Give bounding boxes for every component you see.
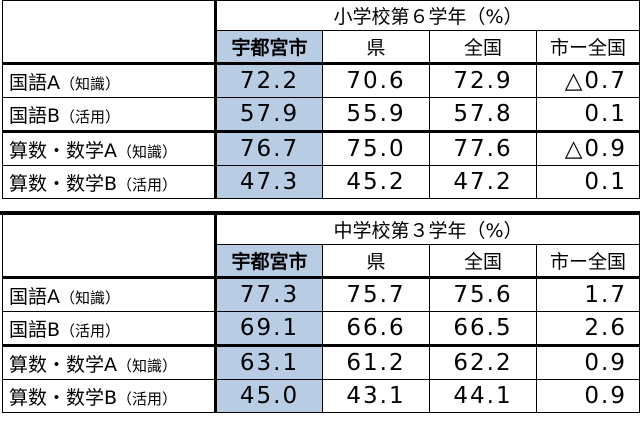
header-row: 宇都宮市県全国 市ー全国 xyxy=(3,244,640,279)
subject-type-note: （活用） xyxy=(60,107,121,126)
national-value-cell: 47.2 xyxy=(429,165,537,199)
table-row: 国語B（活用） 57.9 55.9 57.8 0.1 xyxy=(2,97,640,132)
prefecture-value-cell: 75.0 xyxy=(322,130,430,166)
column-header: 全国 xyxy=(429,244,537,279)
table-row: 国語A（知識） 77.3 75.7 75.6 1.7 xyxy=(2,277,640,312)
subject-label: 国語B xyxy=(9,104,61,127)
row-label: 算数・数学A（知識） xyxy=(2,344,217,380)
subject-label: 算数・数学A xyxy=(9,139,117,162)
section-divider xyxy=(0,211,640,215)
subject-label: 算数・数学A xyxy=(9,353,117,376)
difference-value-cell: △0.7 xyxy=(536,63,640,98)
national-value-cell: 72.9 xyxy=(429,63,537,98)
column-header: 県 xyxy=(322,30,430,65)
difference-value-cell: 0.9 xyxy=(536,344,640,380)
subject-label: 国語B xyxy=(9,318,61,341)
difference-value-cell: 0.1 xyxy=(536,97,640,132)
table-row: 算数・数学A（知識） 63.1 61.2 62.2 0.9 xyxy=(2,344,640,380)
city-value-cell: 45.0 xyxy=(215,379,323,413)
prefecture-value-cell: 70.6 xyxy=(322,63,430,98)
row-label: 国語B（活用） xyxy=(2,97,217,132)
table-title: 中学校第３学年（%） xyxy=(215,214,640,245)
city-value-cell: 63.1 xyxy=(215,344,323,380)
national-value-cell: 57.8 xyxy=(429,97,537,132)
national-value-cell: 66.5 xyxy=(429,311,537,346)
difference-value-cell: 1.7 xyxy=(536,277,640,312)
subject-type-note: （知識） xyxy=(117,142,178,161)
header-row: 宇都宮市県全国 市ー全国 xyxy=(3,30,640,65)
difference-value-cell: △0.9 xyxy=(536,130,640,166)
difference-value-cell: 0.9 xyxy=(536,379,640,413)
corner-cell xyxy=(2,214,217,279)
prefecture-value-cell: 43.1 xyxy=(322,379,430,413)
column-header: 宇都宮市 xyxy=(215,244,323,279)
column-header: 宇都宮市 xyxy=(215,30,323,65)
row-label: 算数・数学B（活用） xyxy=(2,165,217,199)
subject-type-note: （活用） xyxy=(117,175,178,194)
row-label: 算数・数学B（活用） xyxy=(2,379,217,413)
subject-label: 算数・数学B xyxy=(9,172,118,195)
corner-cell xyxy=(2,0,217,65)
prefecture-value-cell: 75.7 xyxy=(322,277,430,312)
national-value-cell: 75.6 xyxy=(429,277,537,312)
row-label: 算数・数学A（知識） xyxy=(2,130,217,166)
column-header: 県 xyxy=(322,244,430,279)
column-header: 全国 xyxy=(429,30,537,65)
prefecture-value-cell: 66.6 xyxy=(322,311,430,346)
city-value-cell: 76.7 xyxy=(215,130,323,166)
subject-label: 国語A xyxy=(9,71,60,94)
city-value-cell: 47.3 xyxy=(215,165,323,199)
table-row: 算数・数学B（活用） 47.3 45.2 47.2 0.1 xyxy=(2,165,640,199)
prefecture-value-cell: 61.2 xyxy=(322,344,430,380)
city-value-cell: 72.2 xyxy=(215,63,323,98)
table-row: 国語B（活用） 69.1 66.6 66.5 2.6 xyxy=(2,311,640,346)
subject-type-note: （知識） xyxy=(117,356,178,375)
row-label: 国語A（知識） xyxy=(2,63,217,98)
national-value-cell: 77.6 xyxy=(429,130,537,166)
prefecture-value-cell: 45.2 xyxy=(322,165,430,199)
city-value-cell: 69.1 xyxy=(215,311,323,346)
table-title: 小学校第６学年（%） xyxy=(215,0,640,31)
column-header: 市ー全国 xyxy=(536,244,640,279)
subject-label: 算数・数学B xyxy=(9,386,118,409)
subject-type-note: （活用） xyxy=(60,321,121,340)
table-row: 国語A（知識） 72.2 70.6 72.9 △0.7 xyxy=(2,63,640,98)
table-row: 算数・数学A（知識） 76.7 75.0 77.6 △0.9 xyxy=(2,130,640,166)
national-value-cell: 62.2 xyxy=(429,344,537,380)
difference-value-cell: 2.6 xyxy=(536,311,640,346)
row-label: 国語B（活用） xyxy=(2,311,217,346)
difference-value-cell: 0.1 xyxy=(536,165,640,199)
subject-label: 国語A xyxy=(9,285,60,308)
junior-high-grade3-table: 中学校第３学年（%） 宇都宮市県全国 市ー全国 国語A（知識） 77.3 75.7 75.6… xyxy=(2,214,640,413)
city-value-cell: 77.3 xyxy=(215,277,323,312)
city-value-cell: 57.9 xyxy=(215,97,323,132)
subject-type-note: （活用） xyxy=(117,389,178,408)
elementary-grade6-table: 小学校第６学年（%） 宇都宮市県全国 市ー全国 国語A（知識） 72.2 70.6 72.9… xyxy=(2,0,640,199)
title-row: 小学校第６学年（%） xyxy=(2,0,640,65)
subject-type-note: （知識） xyxy=(60,288,121,307)
prefecture-value-cell: 55.9 xyxy=(322,97,430,132)
column-header: 市ー全国 xyxy=(536,30,640,65)
title-row: 中学校第３学年（%） xyxy=(2,214,640,279)
subject-type-note: （知識） xyxy=(60,74,121,93)
national-value-cell: 44.1 xyxy=(429,379,537,413)
table-row: 算数・数学B（活用） 45.0 43.1 44.1 0.9 xyxy=(2,379,640,413)
row-label: 国語A（知識） xyxy=(2,277,217,312)
